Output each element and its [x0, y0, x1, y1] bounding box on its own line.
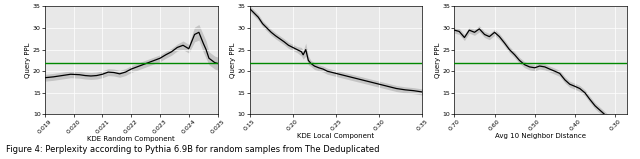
Y-axis label: Query PPL: Query PPL: [435, 43, 441, 78]
X-axis label: Avg 10 Neighbor Distance: Avg 10 Neighbor Distance: [495, 133, 586, 139]
Text: Figure 4: Perplexity according to Pythia 6.9B for random samples from The Dedupl: Figure 4: Perplexity according to Pythia…: [6, 145, 380, 154]
Y-axis label: Query PPL: Query PPL: [26, 43, 31, 78]
Y-axis label: Query PPL: Query PPL: [230, 43, 236, 78]
X-axis label: KDE Random Component: KDE Random Component: [87, 136, 175, 142]
X-axis label: KDE Local Component: KDE Local Component: [298, 133, 374, 139]
